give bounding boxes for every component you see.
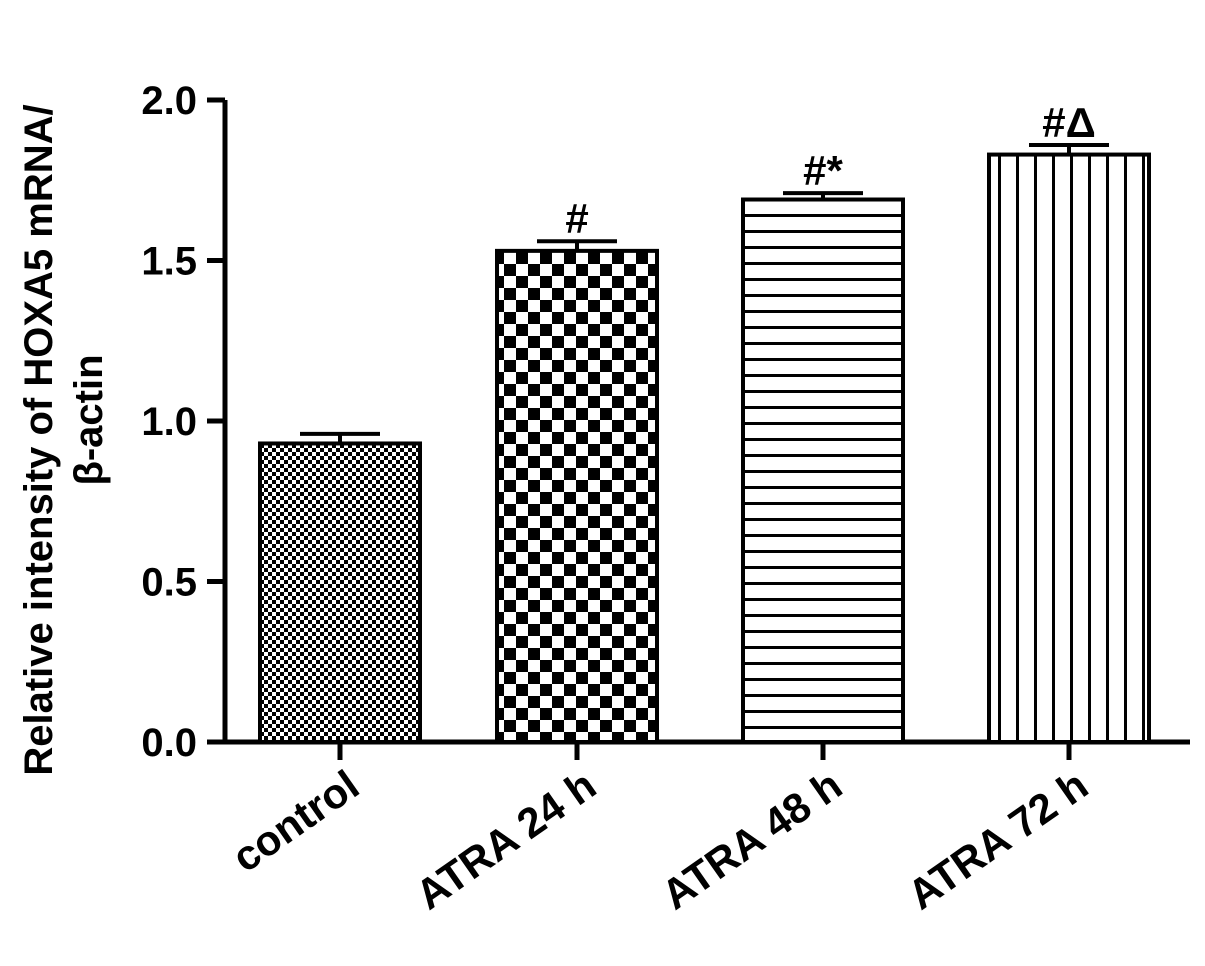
significance-label-2: #*	[803, 147, 843, 194]
y-tick-label-2: 1.0	[141, 400, 197, 444]
category-label-2: ATRA 48 h	[653, 761, 850, 919]
y-tick-label-0: 0.0	[141, 721, 197, 765]
y-tick-label-3: 1.5	[141, 240, 197, 284]
bar-1	[495, 248, 659, 744]
bar-3	[987, 152, 1151, 744]
category-label-0: control	[224, 761, 368, 881]
category-label-3: ATRA 72 h	[899, 761, 1096, 919]
y-axis-label-line-1: Relative intensity of HOXA5 mRNA/	[17, 104, 61, 775]
significance-label-3: #Δ	[1042, 99, 1096, 146]
plot-area: 0.0 0.5 1.0 1.5 2.0 control # ATRA 24 h #* ATRA 4…	[141, 79, 1190, 918]
y-tick-label-1: 0.5	[141, 561, 197, 605]
y-tick-label-4: 2.0	[141, 79, 197, 123]
bar-0	[258, 441, 422, 744]
significance-label-1: #	[565, 195, 588, 242]
y-axis-label: Relative intensity of HOXA5 mRNA/ β-acti…	[17, 104, 111, 775]
y-axis-label-line-2: β-actin	[67, 354, 111, 485]
category-label-1: ATRA 24 h	[407, 761, 604, 919]
bar-2	[741, 197, 905, 744]
